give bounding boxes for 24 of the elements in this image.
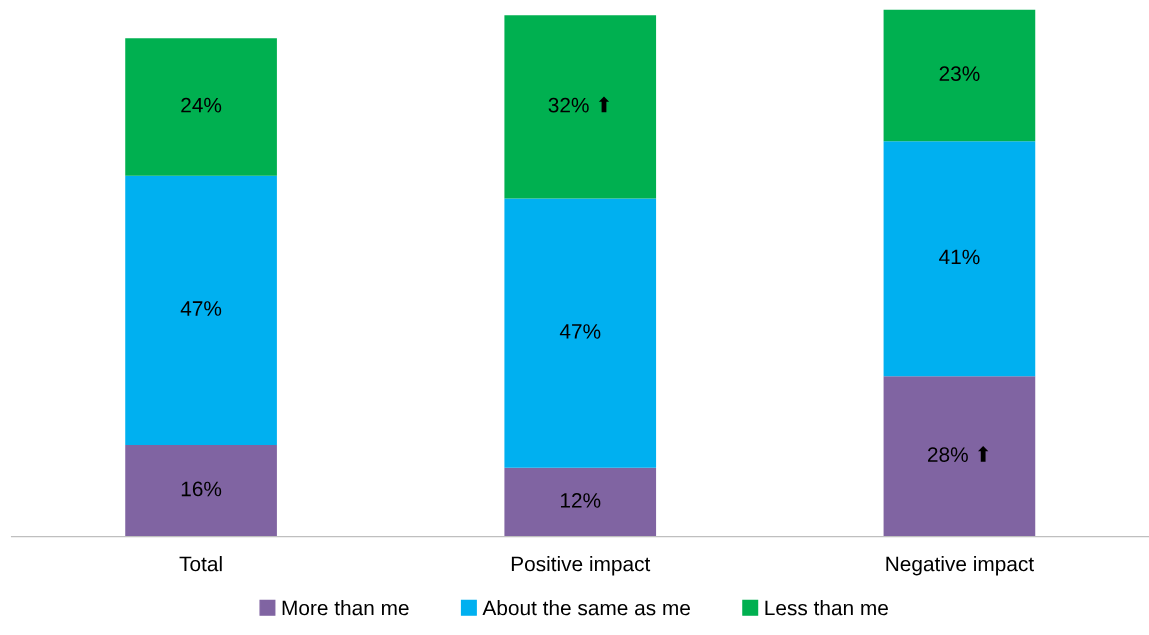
bar — [125, 175, 277, 445]
bar — [883, 9, 1036, 142]
legend-label: More than me — [282, 600, 409, 616]
data-label: 47% — [180, 301, 222, 316]
bar — [504, 198, 657, 468]
bar — [125, 444, 277, 537]
legend-label: Less than me — [765, 600, 888, 616]
data-label: 28% ⬆ — [927, 446, 989, 462]
data-label: 47% — [559, 324, 601, 339]
bar — [883, 376, 1036, 537]
data-label: 24% — [181, 97, 222, 113]
bar — [125, 38, 277, 176]
data-label: 41% — [939, 249, 980, 265]
data-label: 16% — [181, 481, 222, 497]
bar — [883, 141, 1036, 377]
data-label: 12% — [560, 493, 601, 508]
x-tick-label: Total — [179, 556, 222, 572]
bar — [504, 467, 657, 537]
bar — [504, 15, 657, 199]
data-label: 23% — [939, 66, 980, 81]
legend-label: About the same as me — [482, 600, 690, 616]
x-tick-label: Negative impact — [886, 556, 1034, 576]
x-tick-label: Positive impact — [511, 556, 651, 576]
data-label: 32% ⬆ — [548, 96, 610, 113]
